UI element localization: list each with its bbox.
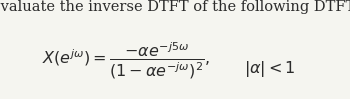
Text: $|\alpha| < 1$: $|\alpha| < 1$: [244, 59, 295, 79]
Text: $X(e^{j\omega}) = \dfrac{-\alpha e^{-j5\omega}}{(1 - \alpha e^{-j\omega})^2},$: $X(e^{j\omega}) = \dfrac{-\alpha e^{-j5\…: [42, 41, 210, 81]
Text: Evaluate the inverse DTFT of the following DTFT:: Evaluate the inverse DTFT of the followi…: [0, 0, 350, 14]
